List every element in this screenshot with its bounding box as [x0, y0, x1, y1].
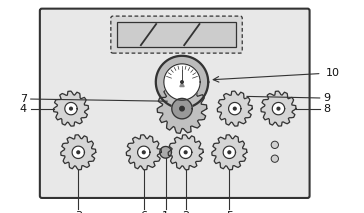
Text: 3: 3 [75, 211, 82, 213]
Polygon shape [223, 146, 236, 158]
Circle shape [70, 107, 72, 110]
Text: 9: 9 [324, 93, 331, 103]
FancyBboxPatch shape [111, 16, 242, 53]
Polygon shape [261, 91, 296, 126]
Polygon shape [157, 84, 207, 133]
Text: 10: 10 [326, 69, 340, 78]
Polygon shape [65, 102, 77, 115]
Circle shape [277, 107, 280, 110]
Polygon shape [61, 135, 96, 170]
Text: 1: 1 [162, 211, 169, 213]
Circle shape [181, 81, 183, 83]
Circle shape [184, 151, 187, 154]
Polygon shape [179, 146, 192, 158]
Text: 8: 8 [324, 104, 331, 114]
Polygon shape [160, 147, 171, 158]
Circle shape [233, 107, 236, 110]
Text: 6: 6 [140, 211, 147, 213]
Polygon shape [229, 102, 241, 115]
Circle shape [142, 151, 145, 154]
Polygon shape [168, 135, 203, 170]
Circle shape [180, 106, 184, 111]
Polygon shape [72, 146, 84, 158]
Polygon shape [272, 102, 285, 115]
Bar [117, 23, 236, 47]
Polygon shape [54, 91, 88, 126]
Polygon shape [212, 135, 247, 170]
Circle shape [271, 141, 278, 148]
Polygon shape [217, 91, 252, 126]
Polygon shape [156, 56, 208, 108]
Text: 7: 7 [20, 94, 27, 104]
Text: 2: 2 [182, 211, 189, 213]
FancyBboxPatch shape [40, 9, 309, 198]
Polygon shape [164, 64, 200, 100]
Circle shape [77, 151, 80, 154]
Text: 5: 5 [226, 211, 233, 213]
Circle shape [228, 151, 231, 154]
Circle shape [271, 155, 278, 162]
Polygon shape [138, 146, 150, 158]
Text: 4: 4 [20, 104, 27, 114]
Polygon shape [172, 98, 192, 119]
Polygon shape [180, 83, 184, 86]
Polygon shape [126, 135, 161, 170]
